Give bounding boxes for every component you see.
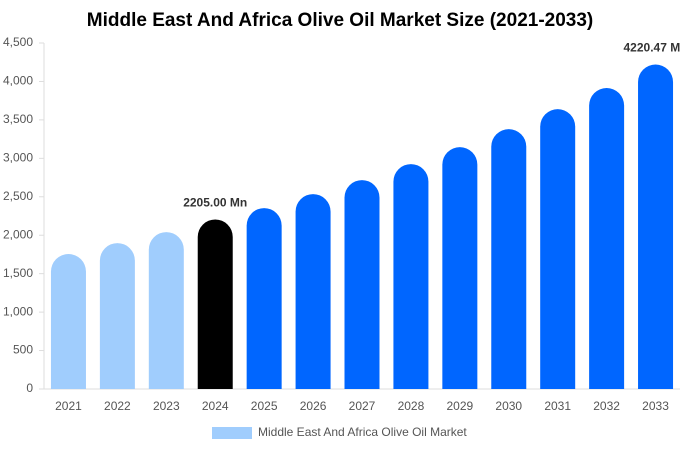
y-tick-label: 3,500	[3, 112, 33, 126]
x-tick-label: 2030	[495, 399, 522, 413]
bar	[99, 243, 135, 389]
legend-swatch	[212, 427, 252, 439]
x-tick-label: 2021	[55, 399, 82, 413]
y-tick-label: 2,500	[3, 189, 33, 203]
bar	[540, 109, 576, 389]
bar	[50, 254, 86, 389]
x-tick-label: 2024	[202, 399, 229, 413]
y-tick-label: 1,500	[3, 266, 33, 280]
x-tick-label: 2031	[544, 399, 571, 413]
value-label: 4220.47 Mn	[624, 41, 680, 55]
x-tick-label: 2026	[300, 399, 327, 413]
bar	[148, 232, 184, 389]
bar	[197, 219, 233, 389]
y-tick-label: 4,000	[3, 74, 33, 88]
x-tick-label: 2025	[251, 399, 278, 413]
value-label: 2205.00 Mn	[183, 196, 247, 210]
x-tick-label: 2029	[446, 399, 473, 413]
bar	[246, 208, 282, 389]
bar	[295, 194, 331, 389]
bar	[638, 64, 674, 389]
x-tick-label: 2033	[642, 399, 669, 413]
chart-title: Middle East And Africa Olive Oil Market …	[87, 10, 594, 31]
y-tick-label: 0	[26, 381, 33, 395]
x-tick-label: 2027	[349, 399, 376, 413]
bar	[344, 180, 380, 389]
x-tick-label: 2022	[104, 399, 131, 413]
y-tick-label: 3,000	[3, 151, 33, 165]
bar	[442, 147, 478, 389]
y-tick-label: 500	[13, 343, 33, 357]
x-tick-label: 2032	[593, 399, 620, 413]
legend-label: Middle East And Africa Olive Oil Market	[258, 425, 467, 439]
y-tick-label: 2,000	[3, 227, 33, 241]
y-tick-label: 1,000	[3, 304, 33, 318]
bar	[491, 129, 527, 390]
x-tick-label: 2023	[153, 399, 180, 413]
bar	[589, 88, 625, 390]
x-tick-label: 2028	[398, 399, 425, 413]
bar	[393, 164, 429, 389]
y-tick-label: 4,500	[3, 35, 33, 49]
